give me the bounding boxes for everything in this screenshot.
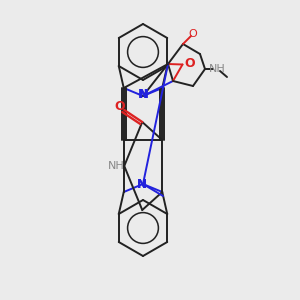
Text: NH: NH: [208, 64, 225, 74]
Text: N: N: [137, 178, 147, 191]
Text: NH: NH: [108, 161, 124, 171]
Text: N: N: [139, 88, 149, 101]
Text: O: O: [114, 100, 124, 112]
Text: O: O: [184, 57, 195, 70]
Text: N: N: [138, 88, 148, 101]
Text: N: N: [137, 178, 147, 191]
Text: O: O: [189, 29, 197, 39]
